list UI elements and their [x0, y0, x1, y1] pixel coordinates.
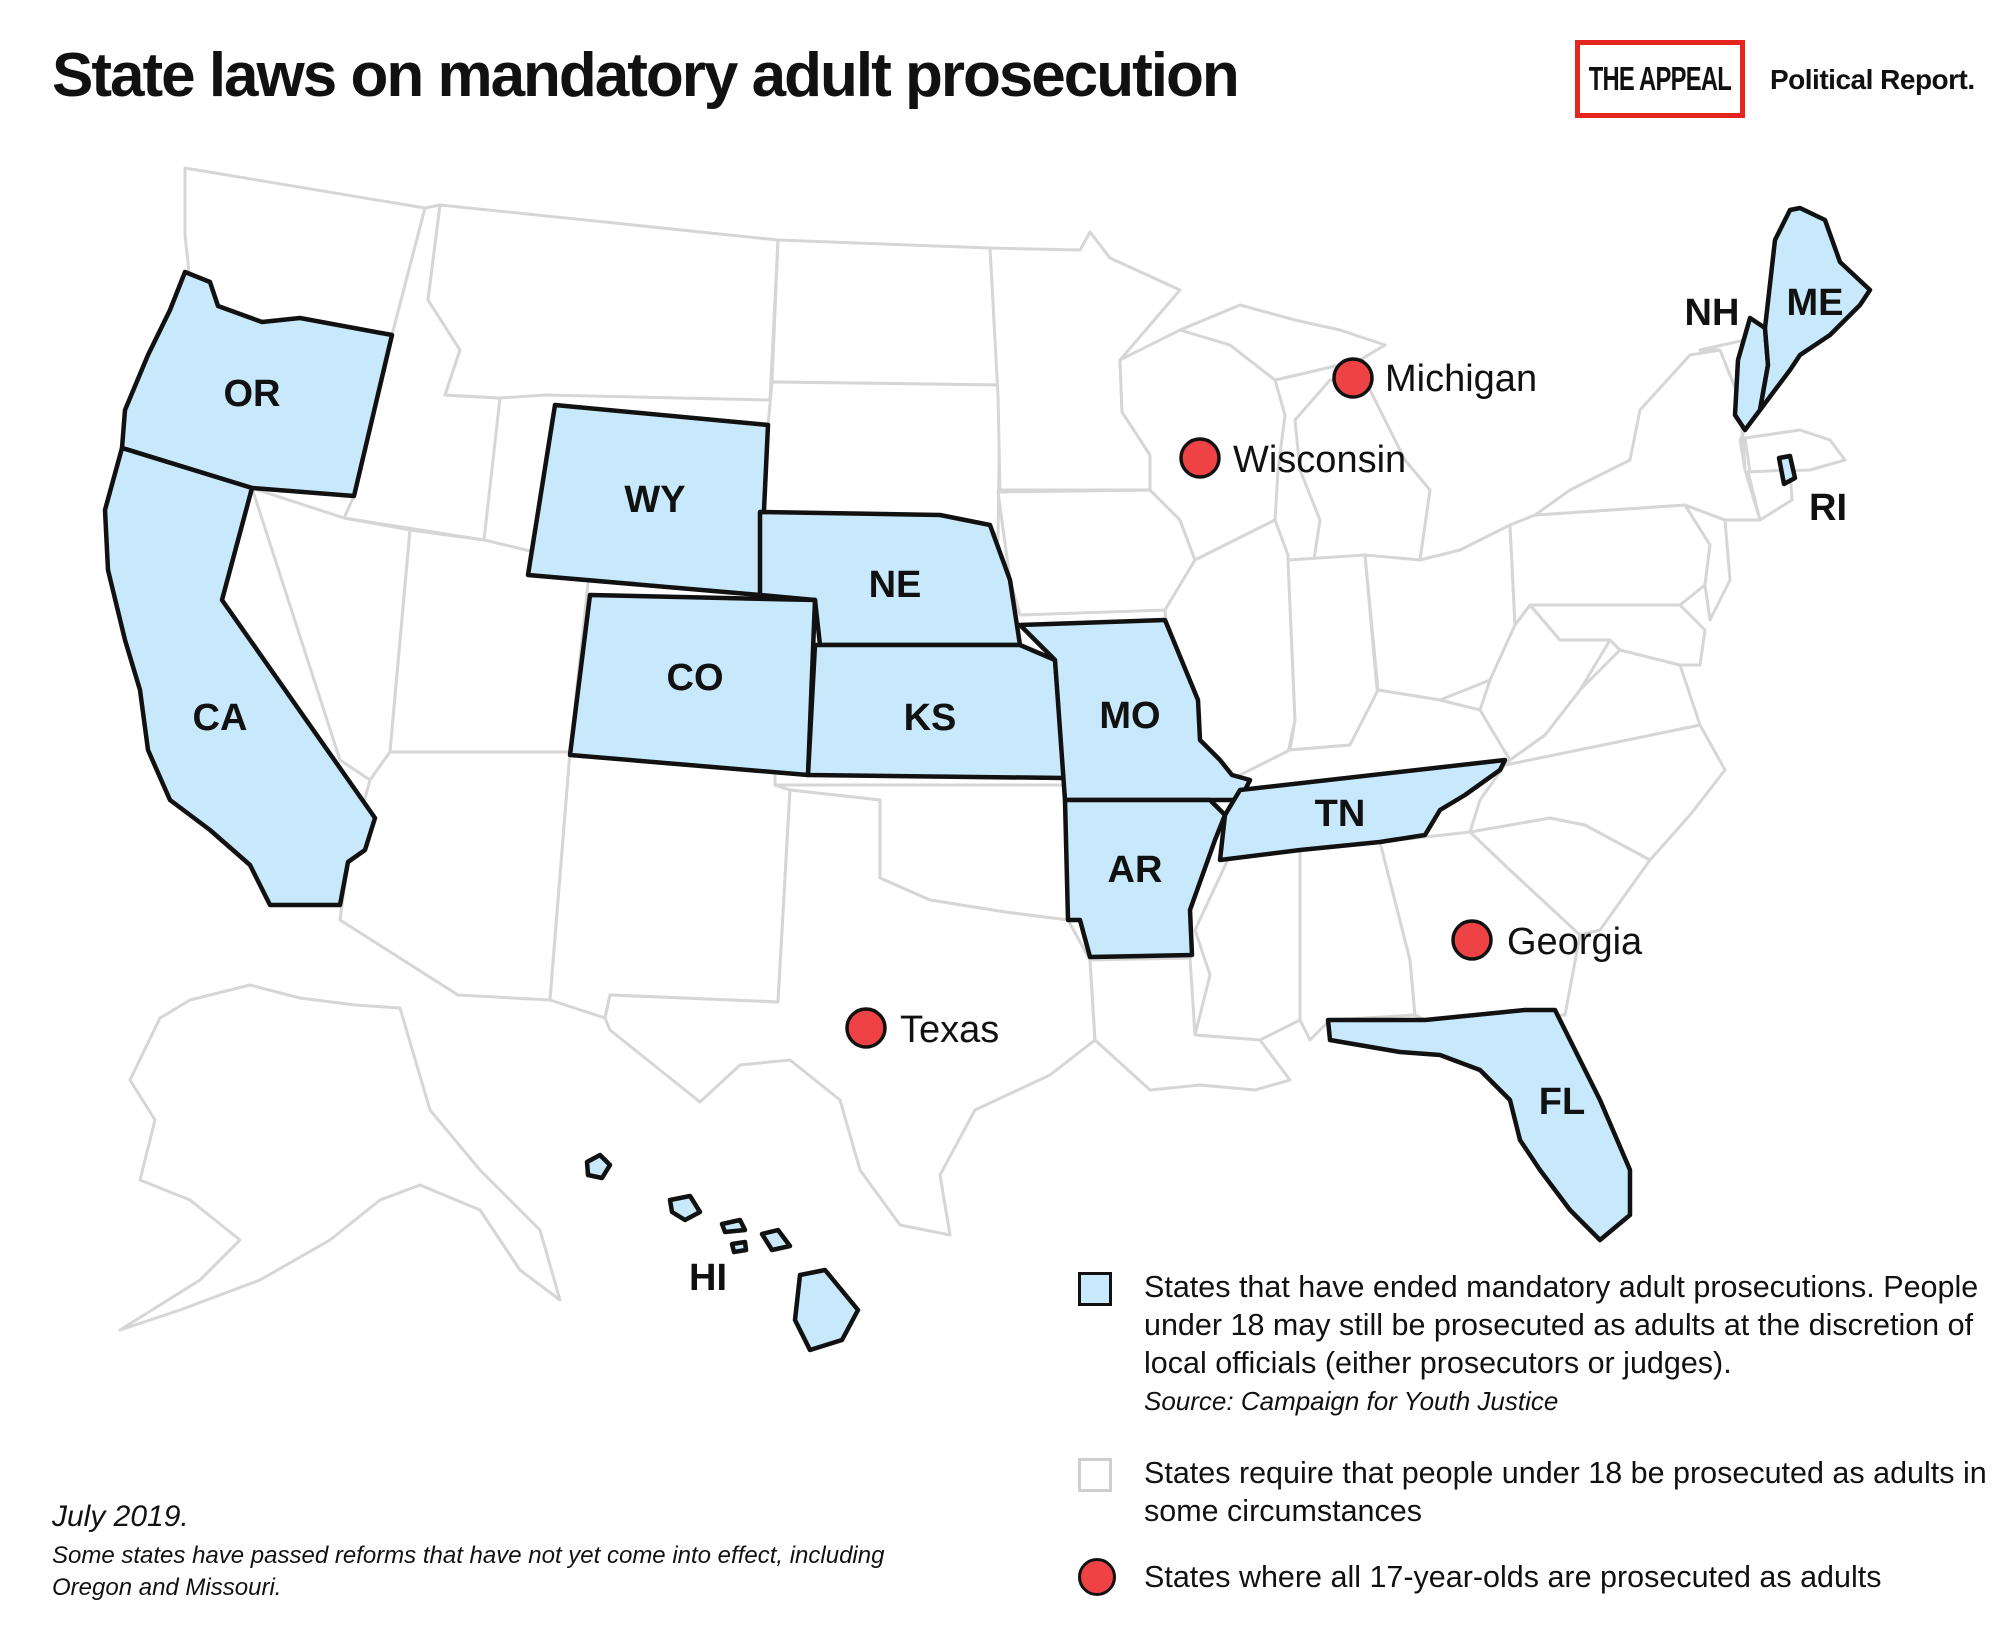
label-ca: CA — [193, 697, 248, 739]
logo-box: THE APPEAL — [1575, 40, 1745, 118]
legend-blue-swatch — [1078, 1272, 1112, 1306]
label-mo: MO — [1099, 695, 1160, 737]
state-arizona — [338, 750, 572, 1002]
dot-texas — [845, 1007, 887, 1049]
state-rhode-island — [1776, 453, 1798, 487]
publisher-logo: THE APPEAL Political Report. — [1575, 40, 1975, 118]
state-massachusetts — [1743, 428, 1847, 474]
dot-wisconsin — [1179, 437, 1221, 479]
logo-box-text: THE APPEAL — [1588, 60, 1732, 97]
label-wy: WY — [624, 479, 685, 521]
state-hawaii — [584, 1152, 861, 1353]
state-tennessee — [1217, 757, 1508, 863]
state-north-dakota — [770, 238, 1002, 387]
legend-white-swatch — [1078, 1458, 1112, 1492]
state-texas — [603, 788, 1097, 1237]
label-or: OR — [224, 373, 281, 415]
label-tn: TN — [1315, 793, 1366, 835]
state-new-hampshire — [1732, 315, 1771, 433]
label-ar: AR — [1108, 849, 1163, 891]
label-texas: Texas — [900, 1009, 999, 1051]
legend-seventeen-text: States where all 17-year-olds are prosec… — [1144, 1560, 1882, 1594]
state-montana — [426, 203, 780, 402]
state-iowa — [996, 488, 1197, 617]
logo-subtitle: Political Report. — [1770, 64, 1975, 95]
state-maryland-delaware — [1528, 603, 1707, 667]
legend-ended-text: States that have ended mandatory adult p… — [1144, 1270, 1979, 1380]
state-new-york — [1533, 348, 1762, 522]
state-louisiana — [1088, 956, 1292, 1092]
state-florida — [1325, 1007, 1633, 1243]
page-title: State laws on mandatory adult prosecutio… — [52, 41, 1240, 110]
state-alaska — [118, 983, 562, 1332]
legend-source: Source: Campaign for Youth Justice — [1144, 1386, 1559, 1416]
label-ne: NE — [869, 564, 922, 606]
label-nh: NH — [1685, 292, 1740, 334]
legend-red-dot — [1078, 1558, 1116, 1596]
label-michigan: Michigan — [1385, 358, 1537, 400]
label-wisconsin: Wisconsin — [1233, 439, 1406, 481]
legend-required-text: States require that people under 18 be p… — [1144, 1456, 1987, 1528]
date-label: July 2019. — [52, 1500, 189, 1533]
label-co: CO — [667, 657, 724, 699]
footnote: Some states have passed reforms that hav… — [52, 1542, 885, 1601]
label-me: ME — [1787, 282, 1844, 324]
state-michigan-upper — [1178, 303, 1387, 382]
dot-georgia — [1451, 919, 1493, 961]
seventeen-year-old-states: Michigan Wisconsin Georgia Texas — [845, 357, 1643, 1051]
state-oregon — [119, 269, 395, 499]
state-mississippi — [1193, 848, 1302, 1042]
dot-michigan — [1332, 357, 1374, 399]
state-north-carolina — [1468, 723, 1727, 862]
label-ri: RI — [1809, 487, 1847, 529]
state-california — [102, 445, 378, 908]
background-states — [183, 166, 1847, 1237]
state-labels: OR CA WY NE CO KS MO AR TN FL NH ME RI H… — [193, 282, 1847, 1299]
label-ks: KS — [904, 697, 957, 739]
state-connecticut — [1746, 468, 1794, 522]
state-arkansas — [1062, 797, 1228, 960]
state-new-mexico — [548, 750, 792, 1020]
ended-mandatory-states — [102, 205, 1873, 1353]
label-georgia: Georgia — [1507, 921, 1643, 963]
state-maine — [1757, 205, 1873, 413]
label-hi: HI — [689, 1257, 727, 1299]
label-fl: FL — [1539, 1081, 1585, 1123]
